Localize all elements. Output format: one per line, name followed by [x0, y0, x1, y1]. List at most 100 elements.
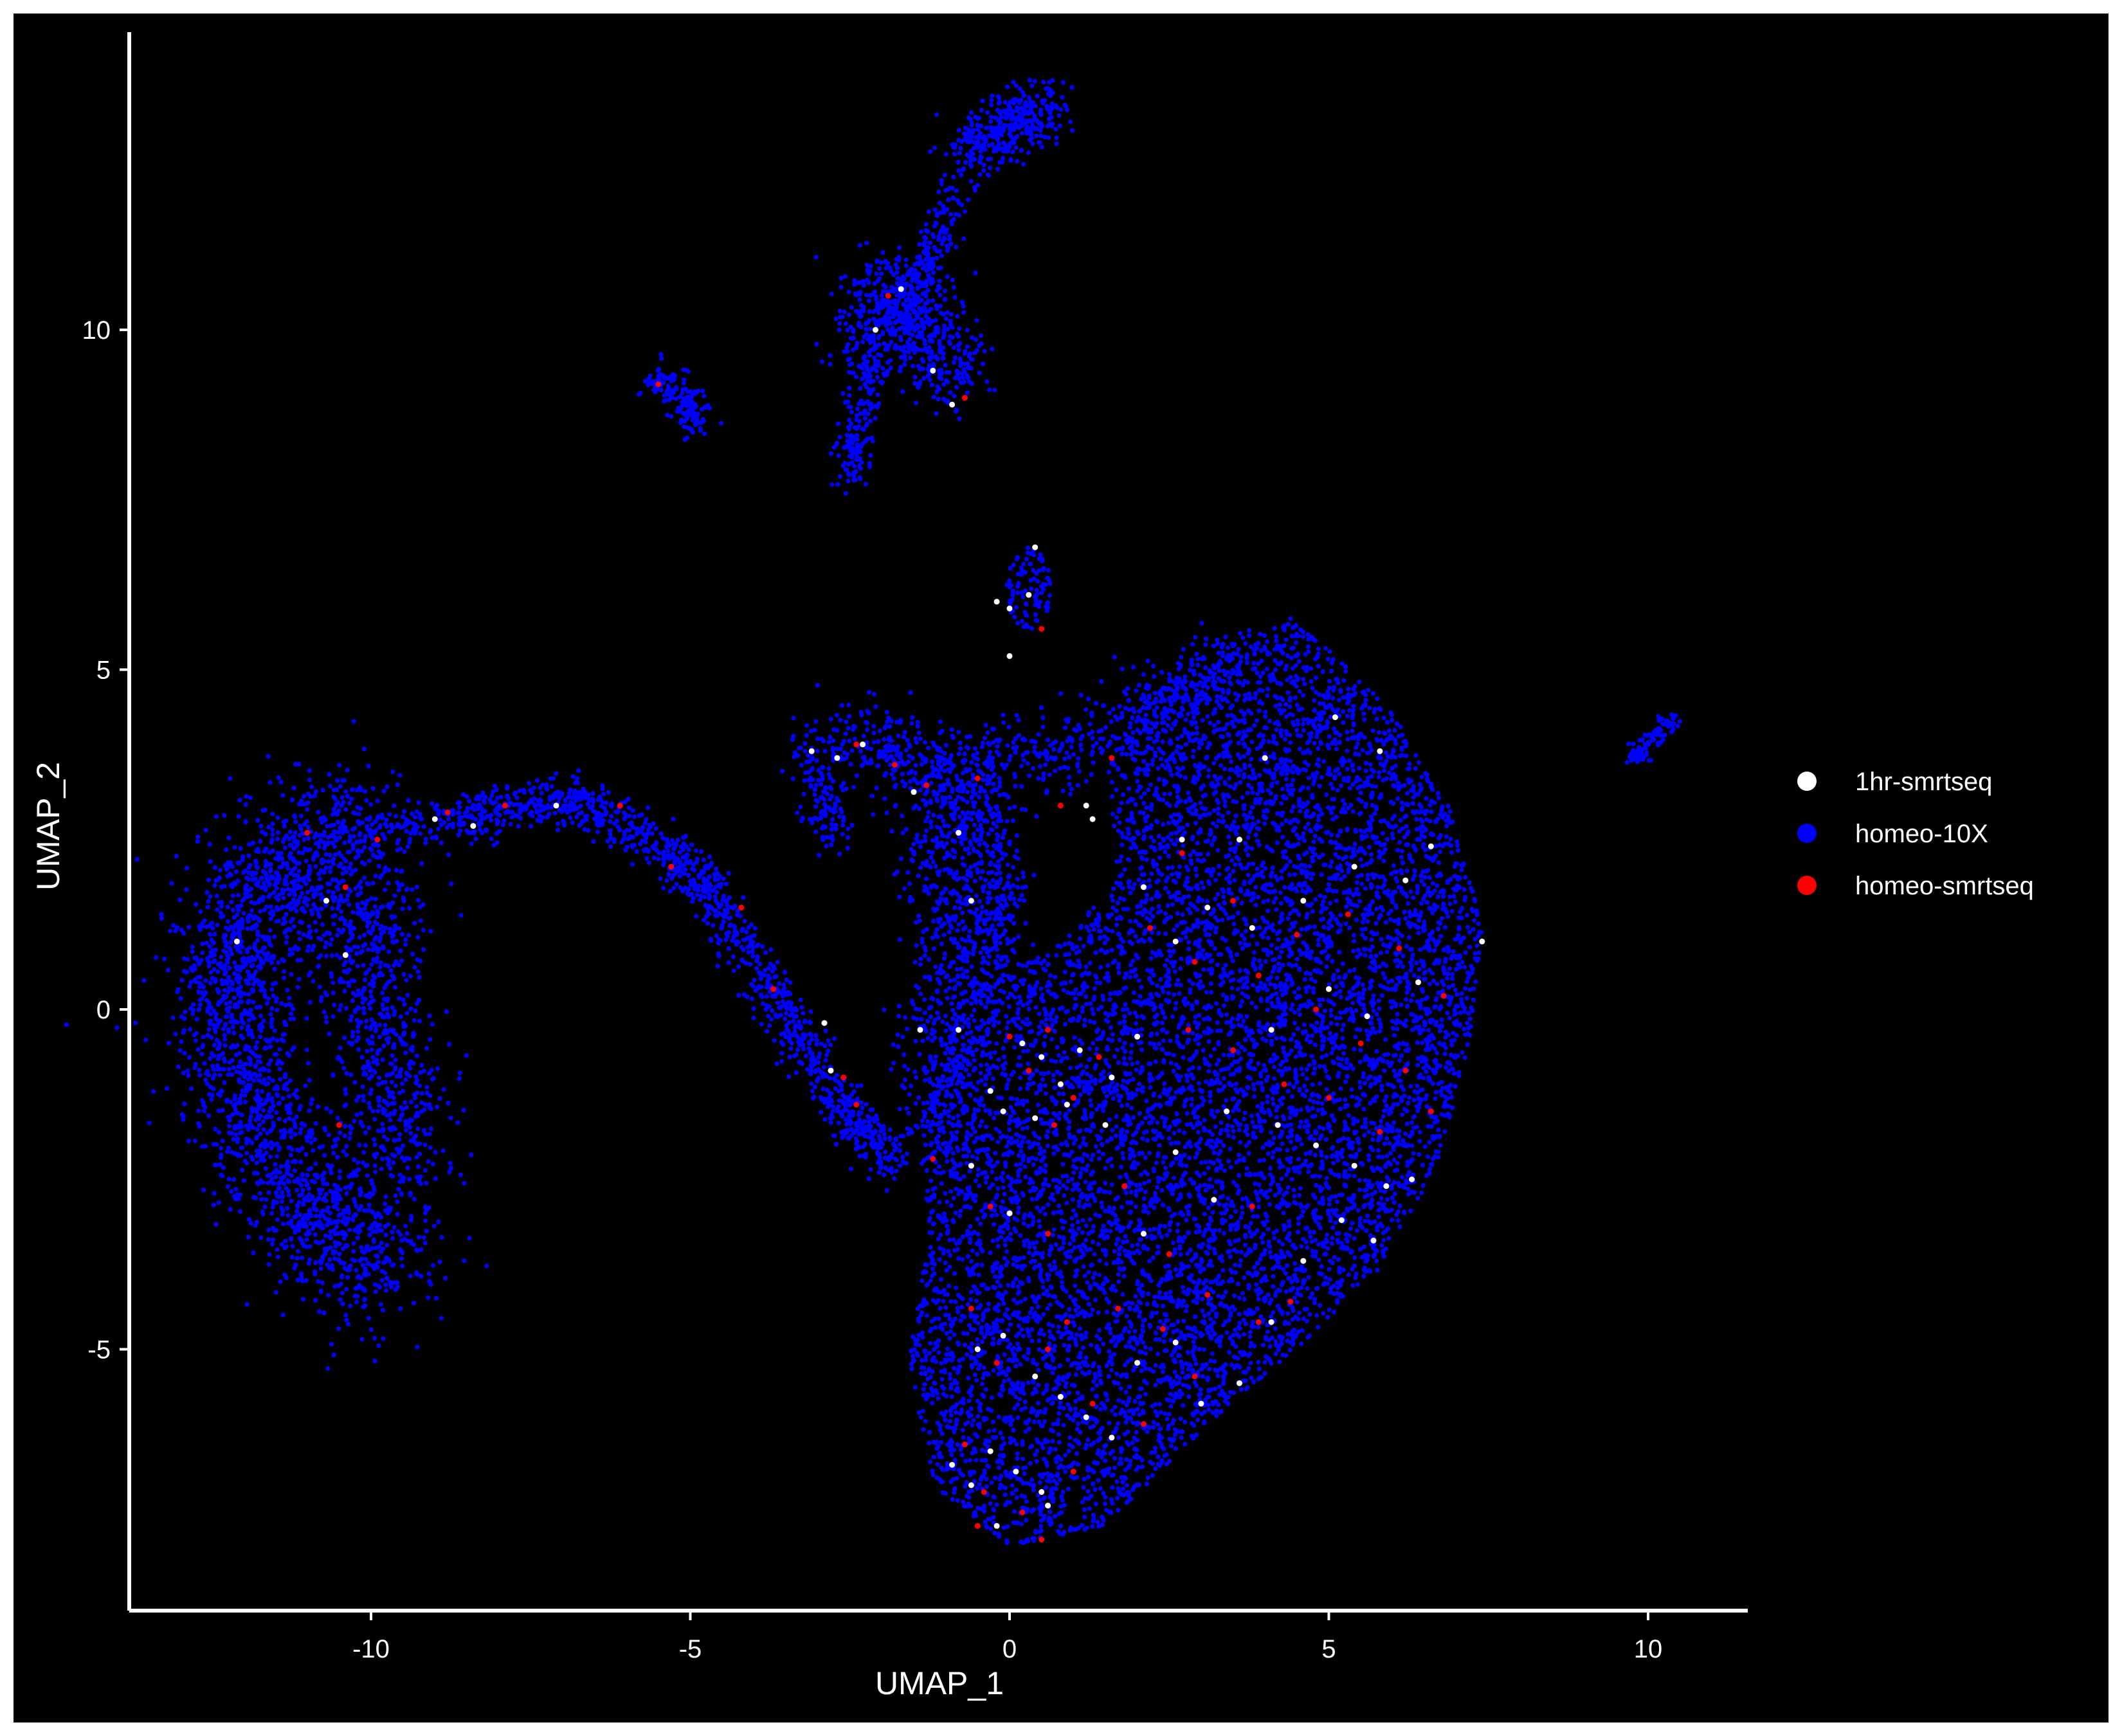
point-homeo-10X	[258, 1028, 264, 1033]
point-homeo-10X	[677, 874, 683, 879]
point-homeo-10X	[309, 885, 314, 891]
point-homeo-10X	[880, 298, 885, 303]
point-homeo-10X	[340, 899, 345, 904]
point-homeo-10X	[534, 778, 540, 783]
point-homeo-10X	[365, 1049, 370, 1054]
point-homeo-10X	[866, 271, 871, 276]
point-homeo-10X	[846, 1135, 851, 1141]
point-homeo-10X	[894, 319, 899, 324]
point-homeo-10X	[266, 754, 271, 759]
point-homeo-10X	[933, 325, 938, 330]
point-homeo-10X	[255, 1114, 260, 1119]
point-homeo-10X	[715, 901, 720, 906]
point-homeo-10X	[823, 1058, 828, 1063]
point-homeo-10X	[233, 1107, 238, 1112]
point-homeo-10X	[422, 1142, 428, 1148]
point-homeo-10X	[927, 377, 932, 383]
point-homeo-10X	[370, 1108, 376, 1114]
point-homeo-10X	[866, 411, 871, 417]
point-homeo-10X	[889, 300, 894, 305]
point-homeo-10X	[242, 896, 247, 901]
point-homeo-10X	[318, 876, 323, 882]
point-homeo-10X	[206, 1072, 212, 1078]
point-homeo-10X	[356, 1036, 361, 1042]
point-homeo-10X	[507, 800, 512, 805]
point-homeo-10X	[664, 878, 669, 883]
point-homeo-10X	[937, 339, 942, 344]
point-homeo-10X	[875, 392, 880, 397]
point-homeo-10X	[874, 368, 879, 374]
point-homeo-10X	[264, 957, 269, 962]
point-homeo-10X	[823, 1028, 828, 1033]
point-homeo-10X	[517, 788, 522, 793]
point-homeo-10X	[933, 318, 938, 323]
point-homeo-10X	[320, 1280, 325, 1285]
point-homeo-10X	[398, 1306, 403, 1311]
point-homeo-10X	[345, 849, 350, 855]
point-homeo-10X	[309, 784, 314, 790]
point-homeo-10X	[631, 825, 636, 830]
point-homeo-10X	[418, 1174, 423, 1179]
point-homeo-10X	[296, 977, 302, 982]
point-homeo-10X	[269, 1096, 275, 1101]
point-homeo-10X	[298, 826, 304, 831]
point-homeo-10X	[215, 1018, 220, 1023]
point-homeo-10X	[307, 777, 313, 782]
point-homeo-10X	[433, 1176, 438, 1181]
point-homeo-10X	[405, 1165, 410, 1170]
point-homeo-10X	[323, 1233, 329, 1238]
point-homeo-10X	[341, 1065, 347, 1071]
point-homeo-10X	[952, 294, 957, 300]
point-homeo-10X	[238, 1119, 243, 1125]
point-homeo-10X	[320, 788, 325, 793]
point-homeo-10X	[323, 1128, 328, 1133]
point-homeo-10X	[368, 802, 374, 807]
point-homeo-10X	[921, 375, 926, 381]
point-homeo-10X	[291, 946, 296, 951]
point-homeo-10X	[372, 1359, 377, 1364]
point-homeo-10X	[514, 802, 520, 807]
point-homeo-10X	[310, 947, 315, 952]
point-homeo-10X	[446, 852, 451, 858]
point-homeo-10X	[275, 907, 280, 912]
point-homeo-10X	[666, 873, 671, 878]
point-homeo-10X	[229, 883, 234, 889]
point-homeo-10X	[767, 1023, 772, 1028]
point-homeo-10X	[356, 811, 361, 817]
point-homeo-10X	[403, 1077, 408, 1082]
point-homeo-10X	[331, 794, 336, 800]
point-homeo-10X	[379, 924, 384, 929]
point-homeo-10X	[428, 1145, 433, 1150]
point-homeo-10X	[323, 852, 329, 857]
point-homeo-10X	[337, 1175, 342, 1180]
point-homeo-10X	[378, 854, 383, 860]
point-homeo-10X	[891, 289, 896, 294]
point-homeo-10X	[365, 898, 370, 903]
point-homeo-10X	[890, 325, 895, 330]
point-homeo-10X	[555, 821, 561, 826]
point-homeo-10X	[277, 1116, 282, 1121]
point-homeo-10X	[736, 993, 741, 998]
point-homeo-10X	[185, 1068, 190, 1073]
point-homeo-10X	[275, 1086, 280, 1091]
point-homeo-10X	[255, 1126, 260, 1132]
point-homeo-10X	[273, 1167, 279, 1172]
point-homeo-10X	[932, 330, 938, 336]
point-homeo-10X	[369, 962, 374, 967]
point-homeo-10X	[297, 802, 302, 807]
point-homeo-10X	[833, 316, 839, 321]
point-homeo-10X	[505, 786, 510, 791]
point-homeo-10X	[64, 1022, 69, 1027]
point-homeo-10X	[364, 1072, 369, 1077]
point-homeo-10X	[864, 262, 870, 267]
point-homeo-10X	[281, 896, 286, 901]
point-homeo-10X	[368, 994, 374, 999]
point-homeo-10X	[348, 1186, 353, 1191]
point-homeo-10X	[355, 901, 360, 907]
point-homeo-10X	[826, 1103, 831, 1108]
point-homeo-10X	[210, 1063, 215, 1069]
point-homeo-10X	[363, 1256, 368, 1262]
point-homeo-10X	[781, 1042, 786, 1047]
point-homeo-10X	[908, 355, 913, 361]
